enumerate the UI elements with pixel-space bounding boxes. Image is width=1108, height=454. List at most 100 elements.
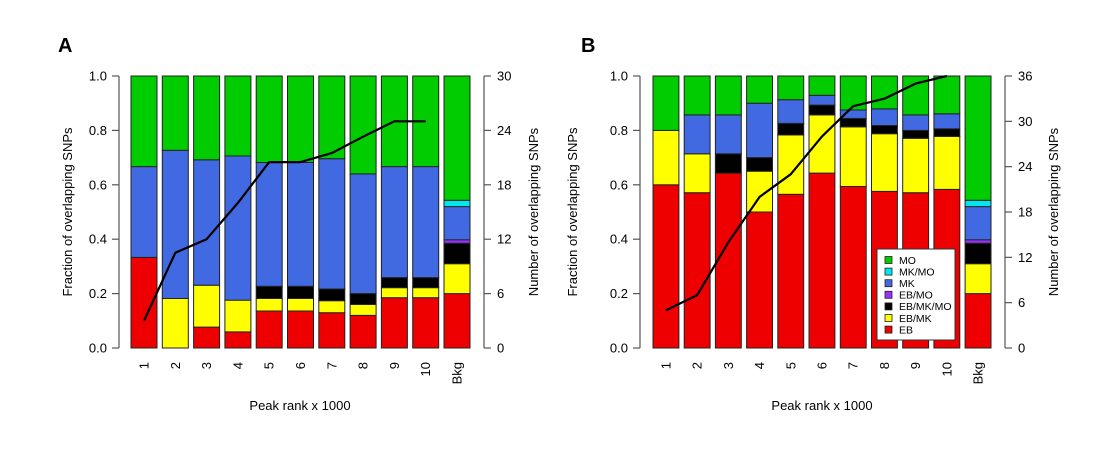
bar-segment-bkg-eb-mk-mo [964, 242, 992, 265]
x-tick-label: 9 [387, 362, 402, 369]
panel-letter: B [581, 35, 595, 57]
y2-tick-label: 6 [497, 286, 504, 301]
bar-segment-10-eb-mk [933, 135, 961, 190]
bar-segment-6-mk [287, 162, 314, 287]
bar-segment-4-eb [224, 331, 252, 349]
legend-label: EB/MK [899, 313, 932, 325]
bar-segment-bkg-mk-mo [443, 199, 471, 208]
legend-label: EB/MK/MO [899, 301, 952, 313]
y2-tick-label: 24 [497, 123, 511, 138]
bar-segment-7-eb [318, 312, 346, 349]
count-line [143, 120, 426, 322]
bar-segment-3-eb-mk [193, 284, 221, 328]
bar-segment-bkg-mk [964, 206, 992, 241]
bar-segment-7-mk [318, 158, 346, 290]
bar-segment-3-mo [193, 75, 221, 161]
y-tick-label: 0.2 [610, 286, 628, 301]
bar-segment-8-mk [349, 173, 377, 295]
y2-tick-label: 0 [497, 341, 504, 356]
bar-segment-4-eb-mk [224, 299, 252, 333]
bar-segment-10-mo [933, 75, 961, 115]
bar-segment-5-eb-mk-mo [777, 122, 805, 136]
bar-segment-8-eb-mk-mo [349, 293, 377, 306]
bar-segment-6-eb-mk-mo [808, 104, 836, 116]
bar-segment-7-eb-mk-mo [318, 288, 346, 302]
bar-segment-4-eb-mk-mo [746, 157, 773, 172]
bar-segment-4-eb [746, 211, 773, 349]
bar-segment-9-eb-mk-mo [902, 129, 930, 139]
bar-segment-bkg-eb-mk [964, 263, 992, 295]
bar-segment-2-mo [161, 75, 189, 151]
legend-label: EB/MO [899, 290, 933, 302]
x-axis-title: Peak rank x 1000 [771, 398, 872, 413]
panel-a: A 0.0 0.2 0.4 0.6 0.8 1.0 Fraction of overlappi… [58, 35, 541, 413]
x-tick-label: 10 [939, 362, 954, 376]
legend-swatch [884, 279, 893, 288]
y-tick-label: 0.2 [89, 286, 107, 301]
bar-segment-6-eb-mk [808, 114, 836, 174]
bar-segment-7-eb-mk-mo [839, 117, 867, 128]
bar-segment-8-eb [349, 314, 377, 349]
y-tick-label: 0.6 [89, 177, 107, 192]
x-tick-label: 3 [199, 362, 214, 369]
bar-segment-6-mk [808, 94, 836, 106]
y2-axis-title: Number of overlapping SNPs [1046, 127, 1061, 296]
x-tick-label: 10 [418, 362, 433, 376]
bar-segment-6-eb [808, 172, 836, 349]
y2-tick-label: 12 [497, 232, 511, 247]
bar-segment-3-mk [193, 159, 221, 286]
x-tick-label: Bkg [450, 362, 465, 384]
bar-segment-9-eb-mk [902, 137, 930, 194]
bar-segment-3-eb [714, 172, 742, 349]
bar-segment-8-eb-mk [349, 304, 377, 316]
bar-segment-1-mo [130, 75, 158, 168]
legend-label: EB [899, 324, 913, 336]
y2-tick-label: 36 [1018, 69, 1032, 84]
x-tick-label: 1 [658, 362, 673, 369]
legend-swatch [884, 290, 893, 299]
bar-segment-bkg-eb-mk [443, 263, 471, 295]
count-line [665, 74, 948, 312]
bar-segment-9-eb-mk [380, 287, 408, 299]
bar-segment-10-eb-mk-mo [933, 128, 961, 137]
bar-segment-3-mk [714, 114, 742, 155]
bar-segment-3-eb-mk-mo [714, 153, 742, 174]
bar-segment-5-eb [255, 310, 283, 349]
y2-axis-title: Number of overlapping SNPs [526, 127, 541, 296]
bar-segment-4-mo [746, 75, 773, 104]
bar-segment-bkg-eb [443, 293, 471, 349]
panel-letter: A [58, 35, 72, 57]
bar-segment-10-eb [412, 297, 440, 349]
x-axis-title: Peak rank x 1000 [249, 398, 350, 413]
x-tick-label: 1 [136, 362, 151, 369]
x-tick-label: 7 [846, 362, 861, 369]
x-tick-label: 9 [908, 362, 923, 369]
x-tick-label: 6 [815, 362, 830, 369]
bar-segment-7-mo [318, 75, 346, 160]
x-tick-label: 5 [262, 362, 277, 369]
x-tick-label: 7 [324, 362, 339, 369]
bar-segment-7-eb-mk [318, 300, 346, 314]
x-tick-label: 2 [168, 362, 183, 369]
bar-segment-3-mo [714, 75, 742, 116]
bar-segment-5-eb [777, 193, 805, 349]
panel-b: B 0.0 0.2 0.4 0.6 0.8 1.0 Fraction of overlappi… [565, 35, 1061, 413]
y-tick-label: 0.8 [610, 123, 628, 138]
bar-segment-6-eb-mk-mo [287, 285, 314, 299]
y-tick-label: 0.6 [610, 177, 628, 192]
bar-segment-2-mk [683, 114, 711, 155]
bar-segment-7-eb-mk [839, 126, 867, 187]
bar-segment-6-mo [808, 75, 836, 96]
bars [652, 75, 992, 349]
bar-segment-6-eb [287, 310, 314, 349]
bar-segment-10-mk [412, 166, 440, 279]
x-tick-label: 4 [752, 362, 767, 369]
x-tick-label: 8 [877, 362, 892, 369]
x-tick-label: Bkg [971, 362, 986, 384]
y-tick-label: 1.0 [89, 69, 107, 84]
bar-segment-4-mk [746, 102, 773, 159]
y2-tick-label: 0 [1018, 341, 1025, 356]
y-axis-title: Fraction of overlapping SNPs [60, 127, 75, 297]
bar-segment-2-eb [683, 192, 711, 349]
bar-segment-1-mk [130, 166, 158, 258]
